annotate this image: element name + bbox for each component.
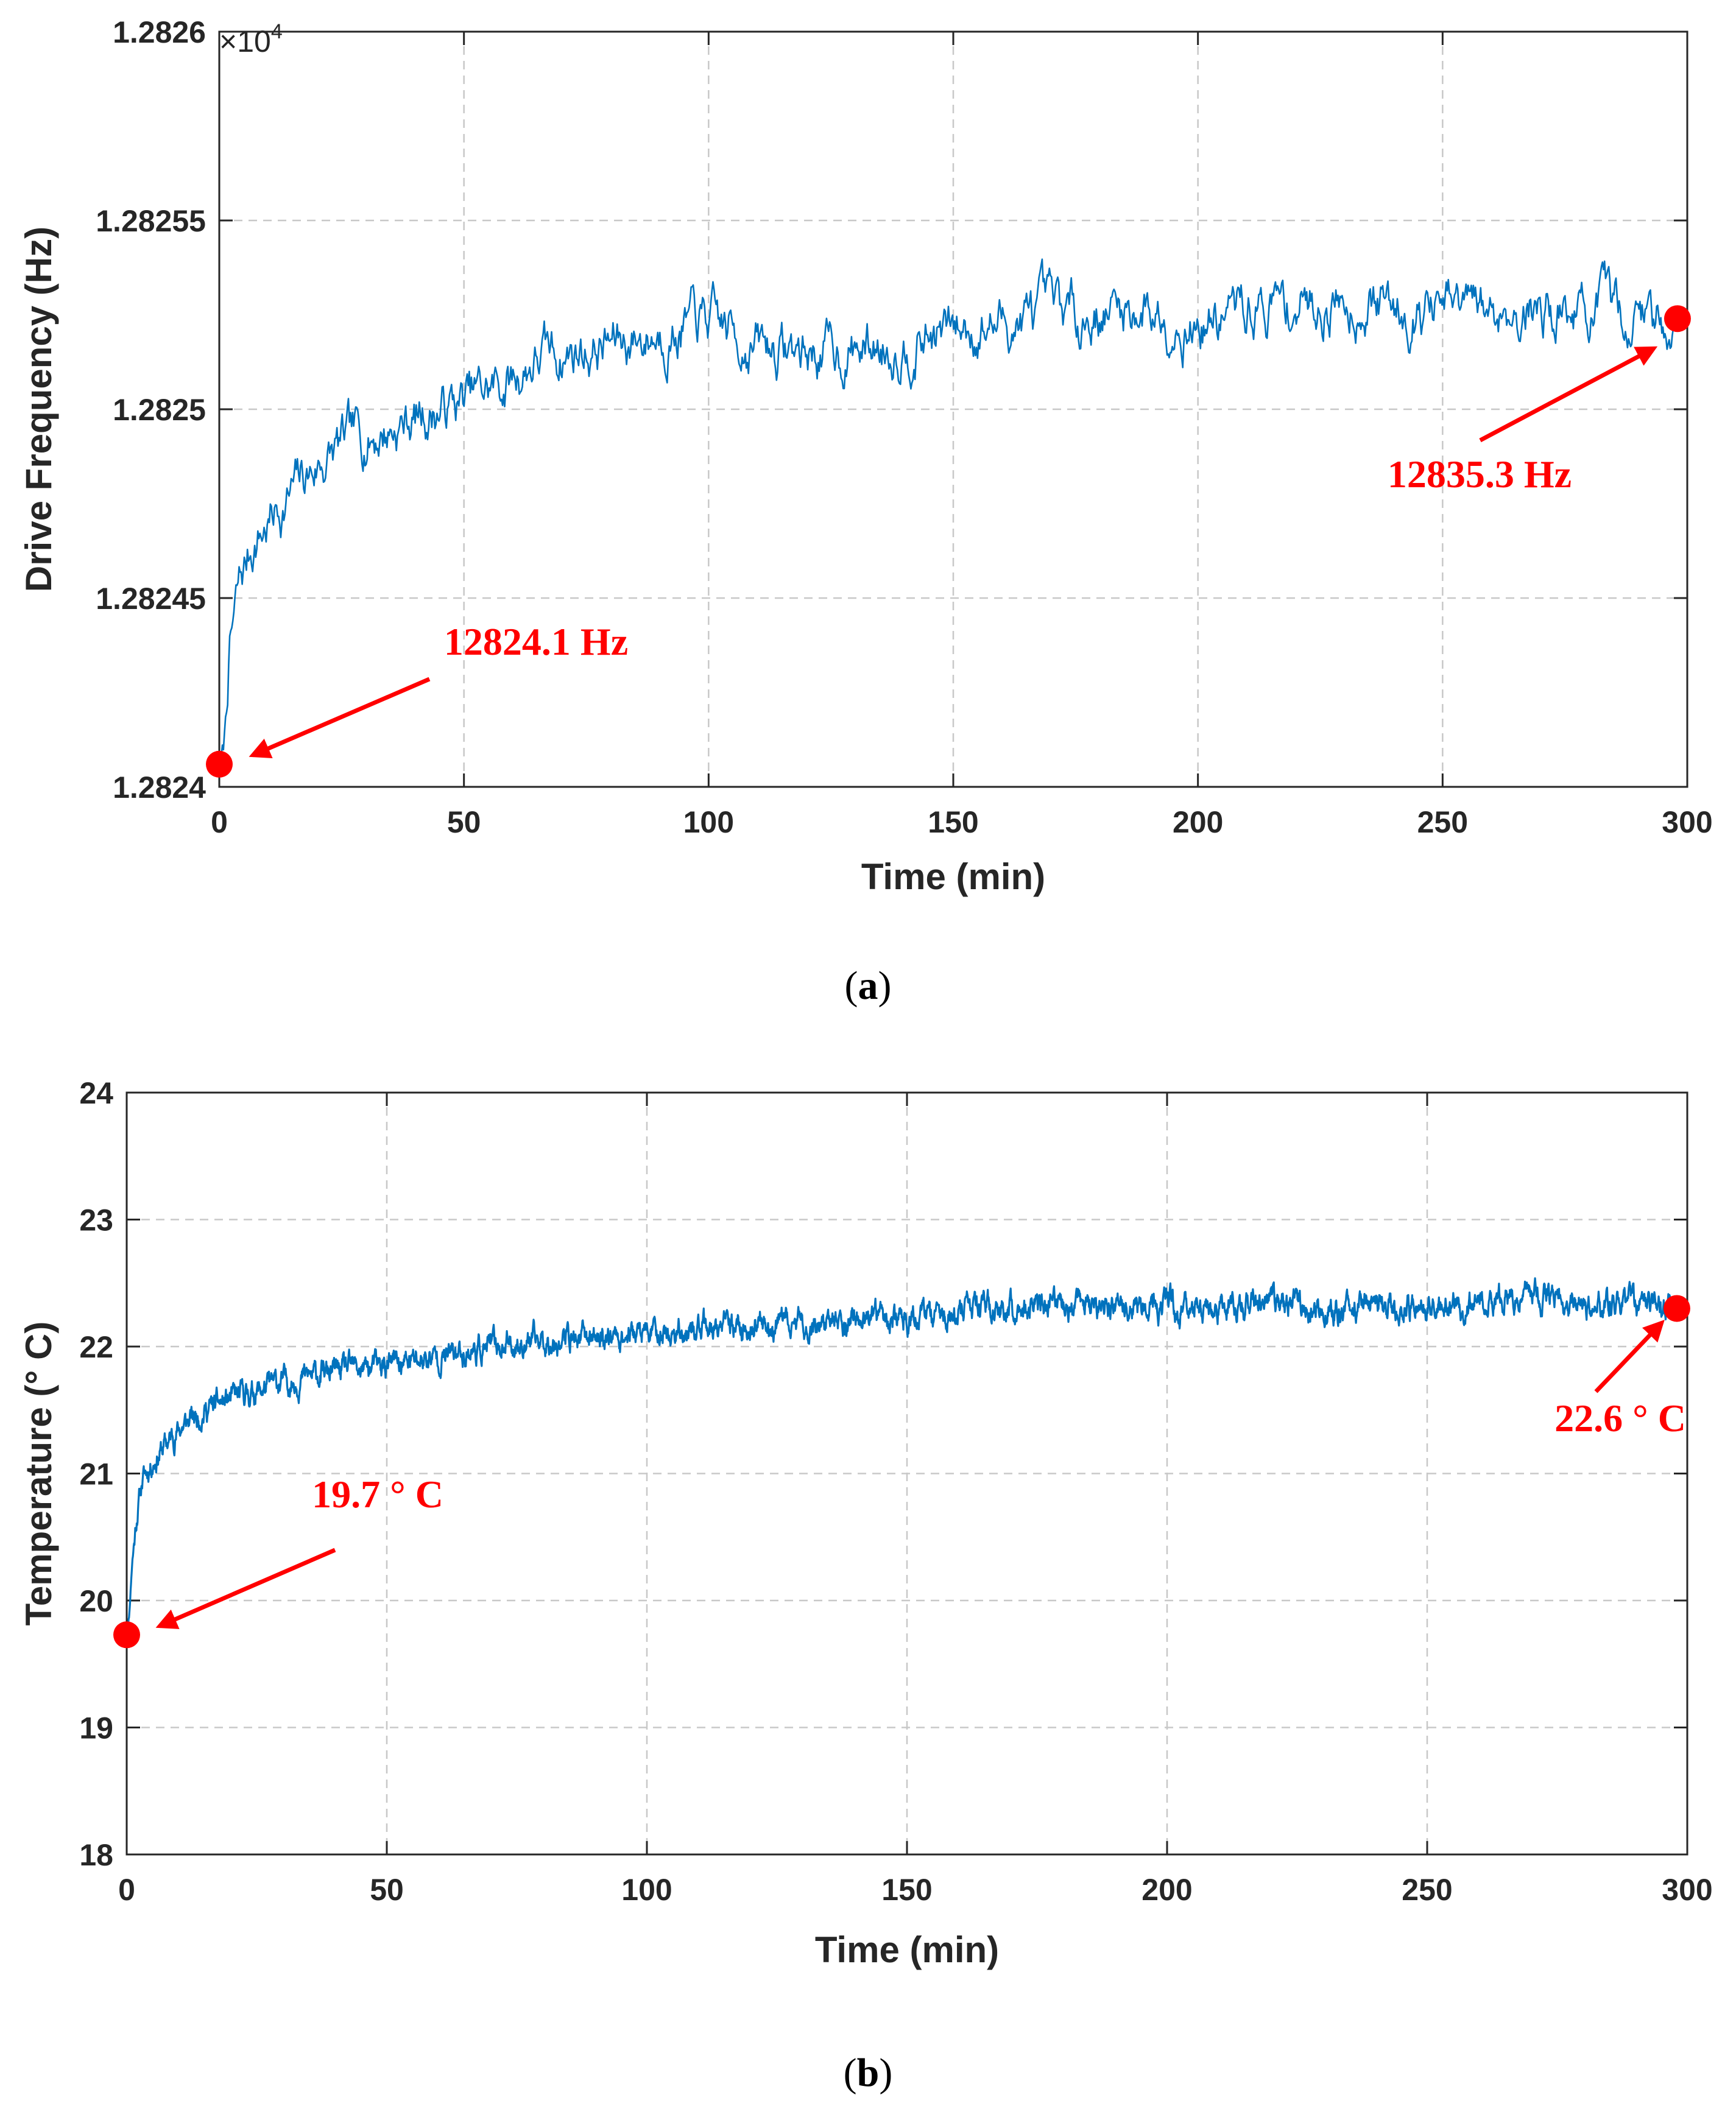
ytick-label: 1.2825	[113, 393, 206, 427]
annotation-arrow	[249, 677, 431, 758]
ytick-label: 1.28245	[96, 582, 206, 616]
annotation-label: 22.6 ° C	[1554, 1396, 1686, 1440]
ytick-label: 19	[79, 1711, 113, 1745]
ytick-label: 18	[79, 1838, 113, 1872]
xtick-label: 0	[118, 1873, 135, 1907]
xtick-label: 100	[621, 1873, 672, 1907]
ytick-label: 21	[79, 1457, 113, 1491]
panel-a-axes-box	[218, 30, 1688, 788]
panel-b-xtick-labels: 0 50 100 150 200 250 300	[118, 1873, 1713, 1907]
xtick-label: 150	[928, 805, 978, 839]
xtick-label: 300	[1662, 1873, 1712, 1907]
data-point-marker	[1664, 305, 1691, 333]
ytick-label: 20	[79, 1584, 113, 1618]
xtick-label: 300	[1662, 805, 1712, 839]
data-point-marker	[113, 1621, 140, 1649]
panel-b-annotations: 19.7 ° C 22.6 ° C	[113, 1295, 1690, 1649]
annotation-arrow	[155, 1548, 336, 1629]
ytick-label: 24	[79, 1076, 113, 1110]
panel-a-xtick-labels: 0 50 100 150 200 250 300	[211, 805, 1713, 839]
data-point-marker	[206, 750, 233, 778]
panel-a-y-multiplier: ×104	[219, 20, 283, 58]
annotation-label: 12835.3 Hz	[1388, 453, 1572, 496]
xtick-label: 100	[683, 805, 734, 839]
data-point-marker	[1663, 1295, 1690, 1322]
ytick-label: 1.2824	[113, 770, 206, 805]
panel-a-annotations: 12824.1 Hz 12835.3 Hz	[206, 305, 1691, 778]
ytick-label: 22	[79, 1330, 113, 1364]
panel-b-ylabel: Temperature (° C)	[18, 1322, 59, 1626]
panel-b-caption: (b)	[844, 2051, 893, 2095]
series-line	[125, 1277, 1678, 1635]
panel-b-temperature-chart: 0 50 100 150 200 250 300 18 19 20 21 22 23 24 Time (…	[18, 1076, 1713, 2095]
ytick-label: 1.28255	[96, 204, 206, 238]
panel-a-series	[218, 258, 1679, 765]
xtick-label: 250	[1417, 805, 1468, 839]
panel-a-gridlines	[218, 30, 1688, 788]
series-line	[218, 258, 1679, 765]
xtick-label: 250	[1402, 1873, 1452, 1907]
panel-a-ytick-labels: 1.2824 1.28245 1.2825 1.28255 1.2826	[96, 15, 206, 805]
panel-b-series	[125, 1277, 1678, 1635]
xtick-label: 50	[447, 805, 481, 839]
annotation-label: 12824.1 Hz	[444, 620, 628, 663]
annotation-arrow	[1594, 1319, 1665, 1393]
panel-b-ytick-labels: 18 19 20 21 22 23 24	[79, 1076, 113, 1872]
panel-a-frequency-chart: 0 50 100 150 200 250 300 1.28241.282451.28251.…	[18, 15, 1713, 1008]
annotation-arrow	[1479, 346, 1658, 443]
xtick-label: 150	[881, 1873, 932, 1907]
ytick-label: 23	[79, 1203, 113, 1238]
xtick-label: 50	[370, 1873, 404, 1907]
panel-b-axes-box	[125, 1091, 1688, 1856]
ytick-label: 1.2826	[113, 15, 206, 49]
panel-a-caption: (a)	[845, 963, 892, 1008]
xtick-label: 200	[1173, 805, 1223, 839]
panel-b-gridlines	[125, 1091, 1688, 1856]
panel-a-xlabel: Time (min)	[861, 856, 1045, 897]
annotation-label: 19.7 ° C	[312, 1473, 443, 1516]
xtick-label: 0	[211, 805, 228, 839]
xtick-label: 200	[1141, 1873, 1192, 1907]
panel-a-ylabel: Drive Frequency (Hz)	[18, 227, 59, 592]
panel-b-xlabel: Time (min)	[815, 1929, 999, 1970]
